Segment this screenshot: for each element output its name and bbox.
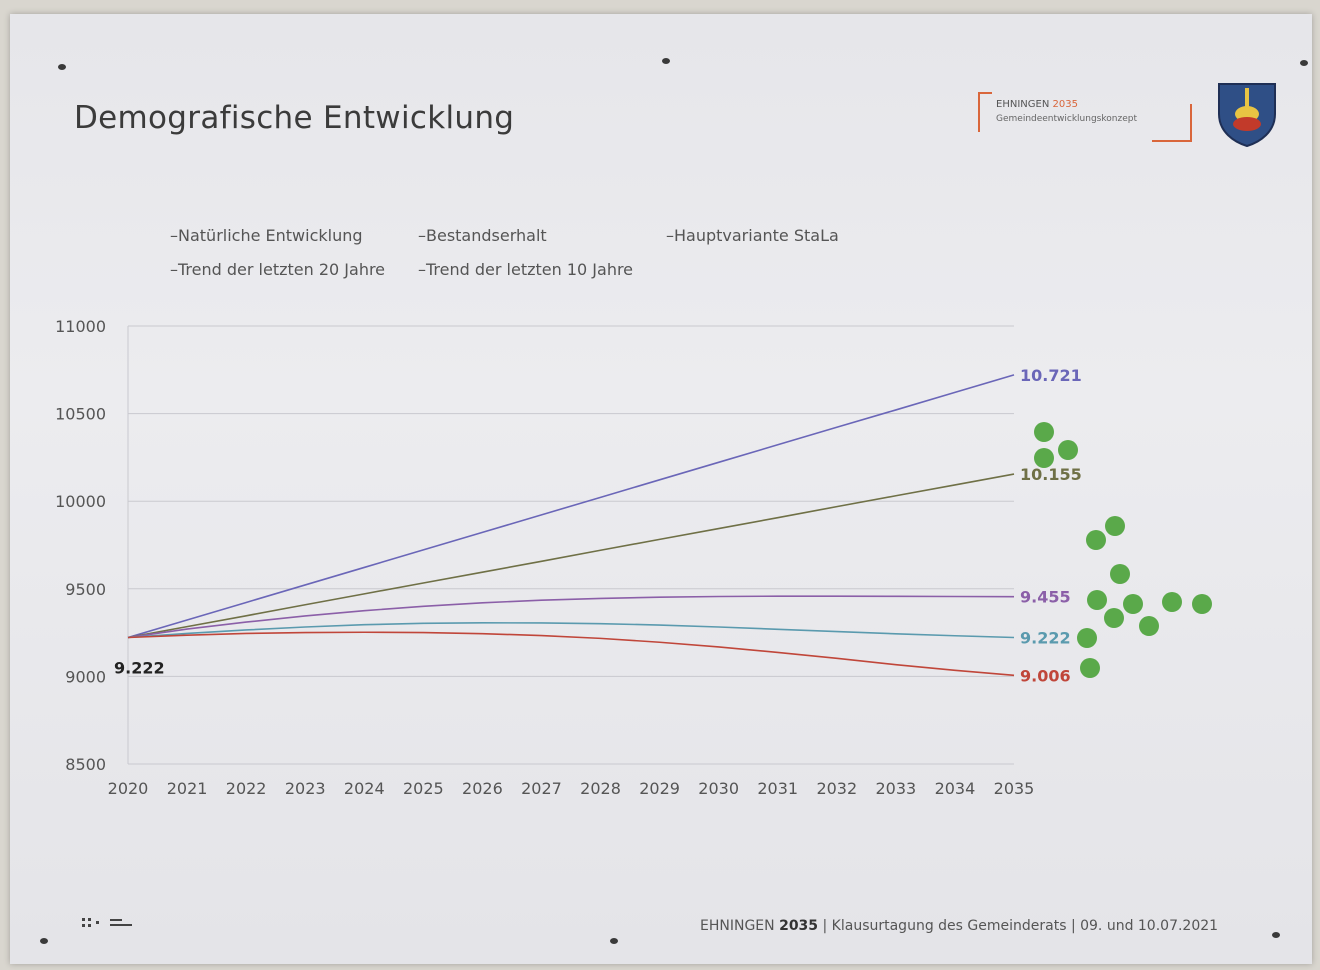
x-tick-label: 2030: [698, 779, 739, 798]
legend-item: –Trend der letzten 10 Jahre: [418, 260, 634, 279]
ehningen-2035-logo: EHNINGEN 2035 Gemeindeentwicklungskonzep…: [978, 92, 1192, 142]
series-line: [127, 374, 1015, 639]
y-tick-label: 11000: [55, 317, 106, 336]
chart-title: Demografische Entwicklung: [74, 100, 515, 136]
x-tick-label: 2021: [167, 779, 208, 798]
vote-dot: [1077, 628, 1097, 648]
x-tick-label: 2032: [816, 779, 857, 798]
y-tick-label: 8500: [65, 755, 106, 774]
legend-item: –Bestandserhalt: [418, 226, 547, 245]
x-tick-label: 2027: [521, 779, 562, 798]
y-tick-label: 10500: [55, 405, 106, 424]
logo-name: EHNINGEN 2035: [996, 99, 1078, 110]
end-value-label: 10.721: [1020, 366, 1082, 385]
vote-dot: [1110, 564, 1130, 584]
poster: Demografische Entwicklung EHNINGEN 2035 …: [10, 14, 1312, 964]
x-tick-label: 2025: [403, 779, 444, 798]
end-value-label: 10.155: [1020, 465, 1082, 484]
x-tick-label: 2022: [226, 779, 267, 798]
logo-subtitle: Gemeindeentwicklungskonzept: [996, 114, 1137, 124]
x-tick-label: 2031: [757, 779, 798, 798]
vote-dot: [1139, 616, 1159, 636]
vote-dot: [1087, 590, 1107, 610]
footer-text: EHNINGEN 2035 | Klausurtagung des Gemein…: [700, 918, 1219, 934]
y-tick-label: 9000: [65, 667, 106, 686]
x-tick-label: 2024: [344, 779, 385, 798]
pin: [40, 938, 48, 944]
vote-dot: [1104, 608, 1124, 628]
end-value-label: 9.222: [1020, 629, 1071, 648]
vote-dot: [1105, 516, 1125, 536]
series-line: [127, 631, 1015, 677]
legend-item: –Natürliche Entwicklung: [170, 226, 363, 245]
y-tick-label: 9500: [65, 580, 106, 599]
vote-dot: [1192, 594, 1212, 614]
y-tick-label: 10000: [55, 492, 106, 511]
pin: [1300, 60, 1308, 66]
legend-item: –Trend der letzten 20 Jahre: [170, 260, 386, 279]
start-value-label: 9.222: [114, 659, 165, 678]
vote-dot: [1034, 422, 1054, 442]
x-tick-label: 2029: [639, 779, 680, 798]
coat-of-arms-icon: [1218, 83, 1276, 148]
x-tick-label: 2033: [876, 779, 917, 798]
x-tick-label: 2020: [108, 779, 149, 798]
vote-dot: [1080, 658, 1100, 678]
x-tick-label: 2023: [285, 779, 326, 798]
legend-item: –Hauptvariante StaLa: [666, 226, 839, 245]
vote-dot: [1086, 530, 1106, 550]
vote-dot: [1123, 594, 1143, 614]
pin: [58, 64, 66, 70]
vote-dot: [1058, 440, 1078, 460]
x-tick-label: 2026: [462, 779, 503, 798]
pin: [662, 58, 670, 64]
series-line: [127, 595, 1015, 639]
end-value-label: 9.455: [1020, 588, 1071, 607]
pin: [610, 938, 618, 944]
sponsor-logo: [70, 914, 180, 934]
x-tick-label: 2034: [935, 779, 976, 798]
series-line: [127, 473, 1015, 639]
end-value-label: 9.006: [1020, 666, 1071, 685]
vote-dot: [1034, 448, 1054, 468]
x-tick-label: 2035: [994, 779, 1035, 798]
series-line: [127, 621, 1015, 639]
pin: [1272, 932, 1280, 938]
vote-dot: [1162, 592, 1182, 612]
x-tick-label: 2028: [580, 779, 621, 798]
